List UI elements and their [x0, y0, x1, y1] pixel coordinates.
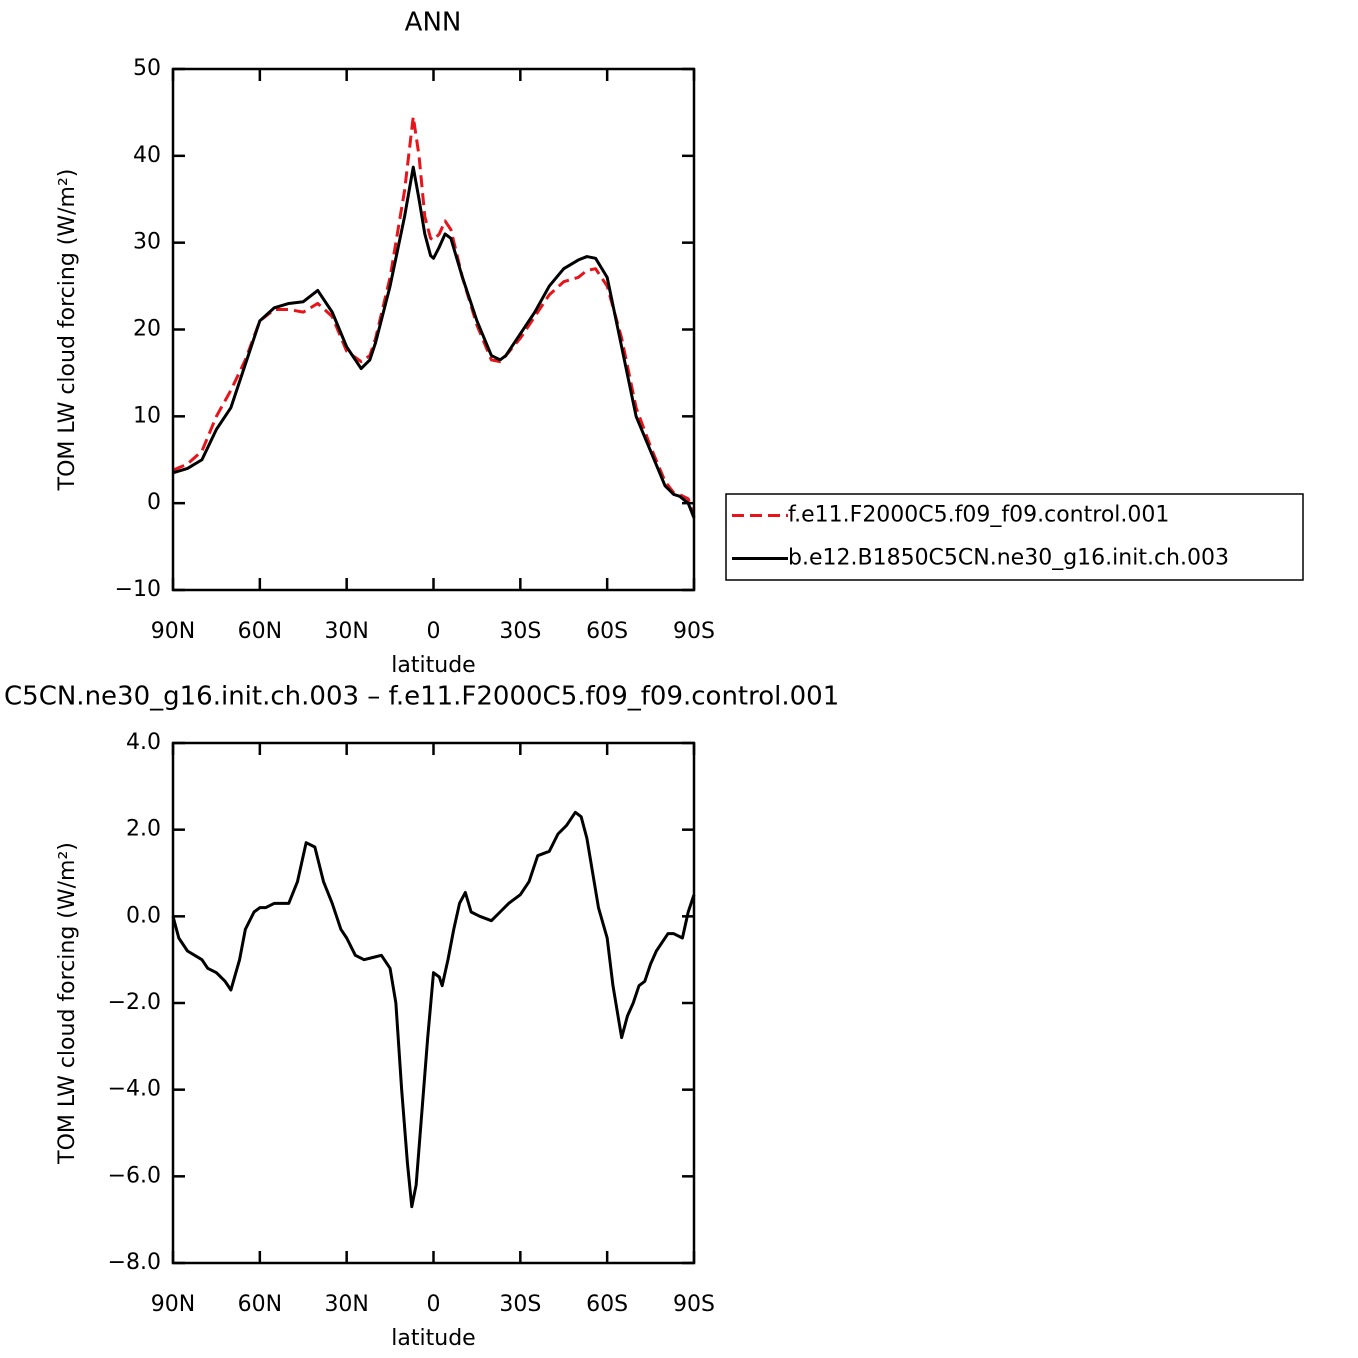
- y-tick-label: 4.0: [126, 730, 161, 755]
- x-tick-label: 90S: [673, 619, 715, 644]
- y-tick-label: −6.0: [108, 1163, 161, 1188]
- x-axis-label: latitude: [391, 1326, 475, 1351]
- y-axis-label: TOM LW cloud forcing (W/m²): [55, 169, 80, 492]
- y-tick-label: 0.0: [126, 903, 161, 928]
- y-tick-label: 0: [147, 490, 161, 515]
- legend-label: b.e12.B1850C5CN.ne30_g16.init.ch.003: [788, 546, 1229, 571]
- chart-title: ANN: [405, 8, 462, 38]
- x-tick-label: 60N: [238, 1292, 282, 1317]
- y-tick-label: 40: [133, 143, 161, 168]
- y-tick-label: 10: [133, 403, 161, 428]
- legend-label: f.e11.F2000C5.f09_f09.control.001: [788, 503, 1169, 528]
- x-tick-label: 0: [427, 1292, 441, 1317]
- y-tick-label: −2.0: [108, 990, 161, 1015]
- x-axis-label: latitude: [391, 653, 475, 678]
- x-tick-label: 60S: [586, 619, 628, 644]
- series-line: [172, 165, 696, 519]
- y-tick-label: −8.0: [108, 1250, 161, 1275]
- plot-frame: [171, 67, 696, 592]
- y-tick-label: 20: [133, 317, 161, 342]
- x-tick-label: 60S: [586, 1292, 628, 1317]
- plot-frame: [171, 741, 696, 1265]
- y-tick-label: 30: [133, 230, 161, 255]
- x-tick-label: 90N: [151, 619, 195, 644]
- legend-box: [725, 493, 1304, 581]
- series-line: [171, 810, 696, 1209]
- y-tick-label: 2.0: [126, 817, 161, 842]
- x-tick-label: 90N: [151, 1292, 195, 1317]
- x-tick-label: 90S: [673, 1292, 715, 1317]
- x-tick-label: 30N: [324, 619, 368, 644]
- y-axis-label: TOM LW cloud forcing (W/m²): [55, 842, 80, 1165]
- x-tick-label: 60N: [238, 619, 282, 644]
- x-tick-label: 30N: [324, 1292, 368, 1317]
- y-tick-label: −10: [115, 577, 161, 602]
- chart-title: C5CN.ne30_g16.init.ch.003 – f.e11.F2000C…: [4, 682, 839, 712]
- x-tick-label: 30S: [499, 1292, 541, 1317]
- y-tick-label: −4.0: [108, 1077, 161, 1102]
- x-tick-label: 30S: [499, 619, 541, 644]
- y-tick-label: 50: [133, 56, 161, 81]
- x-tick-label: 0: [427, 619, 441, 644]
